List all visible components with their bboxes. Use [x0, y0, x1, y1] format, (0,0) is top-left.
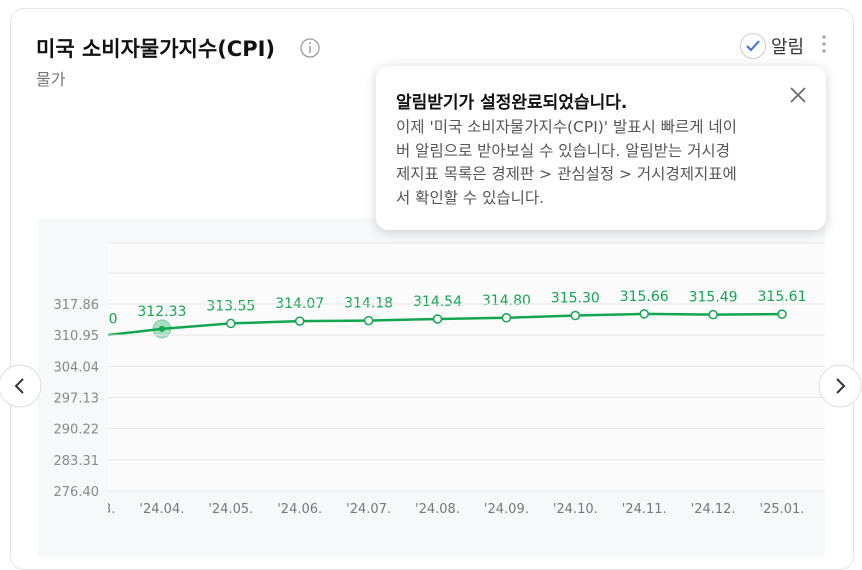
x-tick-label: '24.05. — [208, 502, 253, 517]
point — [639, 309, 649, 319]
x-tick-label: '24.11. — [622, 502, 667, 517]
alert-check[interactable] — [739, 32, 767, 60]
point — [294, 316, 305, 326]
x-tick-label: '24.07. — [346, 502, 391, 517]
alert-button[interactable]: 알림 — [771, 37, 805, 58]
y-tick-label: 310.95 — [54, 329, 100, 344]
subtitle: 물가 — [36, 70, 66, 89]
popup-line: 제지표 목록은 경제판 > 관심설정 > 거시경제지표에 — [396, 165, 737, 183]
x-tick-label: '24.06. — [277, 502, 322, 517]
data-label: 315.66 — [620, 289, 669, 305]
y-tick-label: 276.40 — [54, 485, 100, 500]
prev-button[interactable] — [0, 364, 42, 408]
x-tick-label: '24.09. — [484, 502, 529, 517]
plot-bg — [108, 243, 825, 491]
point — [363, 315, 374, 326]
x-tick-label: '25.01. — [760, 502, 805, 517]
data-label: 315.49 — [689, 290, 738, 306]
info-icon[interactable] — [299, 37, 321, 59]
x-tick-label: '24.10. — [553, 502, 598, 517]
data-label: 310.60 — [69, 312, 118, 328]
y-tick-label: 304.04 — [54, 360, 100, 375]
chart: '24.03. 310.60 '24.04. 312.33 '24.05. 313.55 '… — [0, 242, 862, 517]
data-label: 314.80 — [482, 293, 531, 309]
close-button[interactable] — [789, 86, 807, 104]
data-label: 314.54 — [413, 294, 462, 310]
point — [777, 309, 787, 319]
y-tick-label: 283.31 — [54, 454, 100, 469]
page: 미국 소비자물가지수(CPI) 물가 알림 '24.03.310.60'24.0… — [0, 8, 862, 570]
data-label: 315.61 — [758, 289, 807, 305]
data-label: 315.30 — [551, 291, 600, 307]
popup: 알림받기가 설정완료되었습니다. 이제 '미국 소비자물가지수(CPI)' 발표… — [376, 66, 826, 230]
y-tick-label: 317.86 — [54, 298, 100, 313]
title: 미국 소비자물가지수(CPI) — [36, 37, 276, 61]
point — [226, 318, 236, 329]
popup-line: 서 확인할 수 있습니다. — [396, 188, 545, 207]
point — [570, 310, 581, 321]
x-tick-label: '24.12. — [691, 502, 736, 517]
y-tick-label: 297.13 — [54, 391, 100, 406]
data-label: 313.55 — [206, 298, 255, 314]
next-button[interactable] — [818, 364, 862, 408]
point — [432, 314, 443, 324]
popup-line: 이제 '미국 소비자물가지수(CPI)' 발표시 빠르게 네이 — [396, 118, 737, 136]
more-menu[interactable] — [818, 34, 830, 56]
popup-line: 버 알림으로 받아보실 수 있습니다. 알림받는 거시경 — [396, 141, 730, 160]
x-tick-label: '24.08. — [415, 502, 460, 517]
point — [708, 309, 718, 320]
x-tick-label: '24.03. — [71, 502, 116, 517]
point — [158, 325, 165, 332]
x-tick-label: '24.04. — [139, 502, 184, 517]
y-tick-label: 290.22 — [54, 423, 100, 438]
point — [501, 313, 512, 323]
data-label: 312.33 — [137, 304, 186, 320]
popup-title: 알림받기가 설정완료되었습니다. — [396, 93, 628, 113]
